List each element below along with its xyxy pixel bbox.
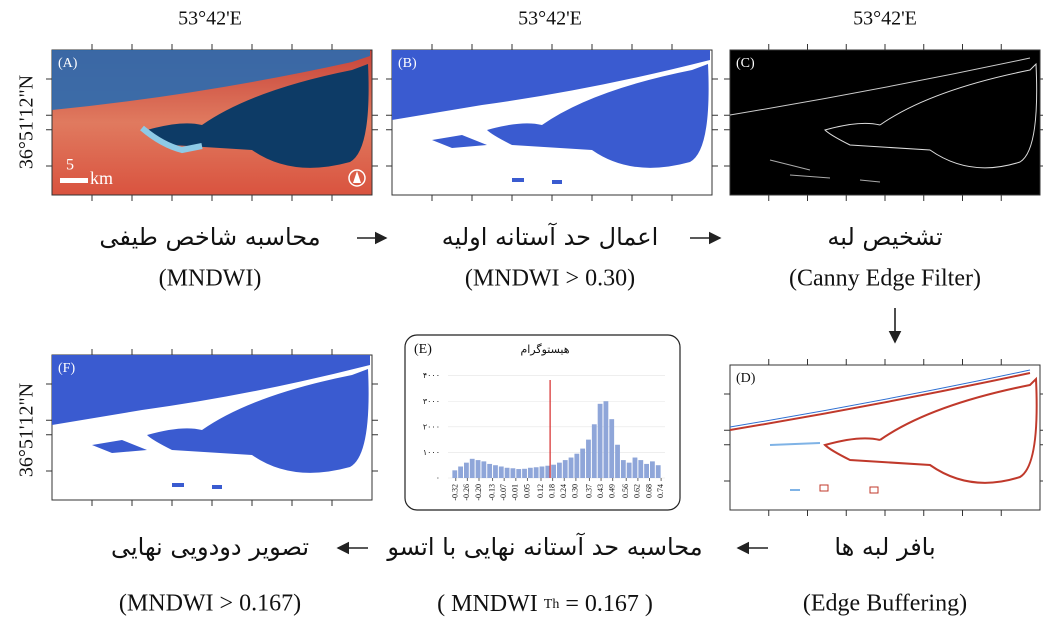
histogram-bar: [539, 466, 545, 478]
lat-label: 36°51'12"N: [16, 75, 38, 169]
histogram-bar: [557, 462, 562, 478]
y-tick-label: ۳۰۰۰: [423, 397, 440, 406]
panel-label: (C): [736, 56, 755, 71]
x-tick-label: -0.01: [511, 484, 520, 501]
x-tick-label: 0.18: [547, 484, 556, 498]
histogram-bar: [609, 419, 615, 478]
histogram-bar: [551, 464, 556, 478]
step-subtitle: (Edge Buffering): [803, 591, 967, 617]
panel-label: (F): [58, 361, 75, 376]
histogram-bar: [533, 467, 539, 478]
y-tick-label: ۰: [436, 474, 440, 483]
histogram-bar: [568, 457, 574, 478]
histogram-bar: [475, 460, 481, 478]
histogram-bar: [545, 465, 551, 478]
histogram-bar: [626, 462, 632, 478]
step-subtitle-part: ( MNDWI: [437, 591, 544, 617]
frame-ticks: [46, 44, 1043, 516]
histogram-bar: [597, 403, 603, 478]
histogram-bar: [516, 469, 522, 478]
x-tick-label: 0.56: [621, 484, 630, 498]
histogram-bar: [591, 424, 597, 478]
panel-b: (B): [391, 49, 713, 196]
histogram-bar: [522, 468, 527, 478]
x-tick-label: 0.43: [596, 484, 605, 498]
panel-a: 5 km (A): [51, 49, 373, 196]
y-tick-label: ۴۰۰۰: [423, 371, 440, 380]
histogram-bar: [586, 439, 591, 478]
step-title: محاسبه شاخص طیفی: [99, 223, 320, 251]
lat-label: 36°51'12"N: [16, 383, 38, 477]
histogram-bar: [464, 462, 469, 478]
histogram-bar: [620, 460, 626, 478]
y-tick-label: ۱۰۰۰: [423, 448, 440, 457]
histogram-bar: [458, 466, 463, 478]
x-tick-label: -0.32: [451, 484, 460, 501]
panel-label: (B): [398, 56, 417, 71]
histogram-bar: [655, 465, 661, 478]
scale-unit: km: [90, 168, 113, 188]
x-tick-label: 0.49: [608, 484, 617, 498]
histogram-bar: [469, 458, 475, 478]
histogram-bar: [481, 461, 487, 478]
histogram-bar: [644, 463, 649, 478]
histogram-bar: [527, 467, 533, 478]
step-title: محاسبه حد آستانه نهایی با اتسو: [386, 532, 702, 561]
x-tick-label: 0.05: [522, 484, 531, 498]
panel-d: (D): [729, 364, 1041, 511]
x-tick-label: 0.12: [536, 484, 545, 498]
histogram-bar: [562, 460, 568, 478]
panel-label: (A): [58, 56, 78, 71]
step-title: تصویر دودویی نهایی: [111, 533, 309, 561]
x-tick-label: -0.20: [474, 484, 483, 501]
histogram-bar: [487, 463, 493, 478]
step-title: اعمال حد آستانه اولیه: [442, 222, 659, 251]
lon-label: 53°42'E: [178, 8, 242, 30]
histogram-bar: [580, 448, 586, 478]
step-title: تشخیص لبه: [827, 223, 942, 251]
histogram-bar: [638, 460, 644, 478]
histogram-bar: [603, 401, 609, 478]
panel-label: (E): [414, 342, 432, 357]
histogram-bar: [510, 468, 516, 478]
x-tick-label: 0.24: [559, 484, 568, 498]
lon-label: 53°42'E: [853, 8, 917, 30]
x-tick-label: 0.62: [633, 484, 642, 498]
x-tick-label: -0.13: [487, 484, 496, 501]
lon-label: 53°42'E: [518, 8, 582, 30]
histogram-bar: [493, 465, 498, 478]
step-title: بافر لبه ها: [834, 533, 935, 561]
x-tick-label: 0.74: [656, 484, 665, 498]
step-subtitle: ( MNDWI Th = 0.167 ): [437, 591, 653, 617]
histogram-bar: [632, 457, 638, 478]
panel-label: (D): [736, 371, 756, 386]
step-subscript: Th: [544, 597, 560, 612]
histogram-bar: [504, 467, 510, 478]
histogram-bar: [650, 461, 655, 478]
y-tick-label: ۲۰۰۰: [423, 422, 440, 431]
x-tick-label: -0.26: [462, 484, 471, 501]
x-tick-label: 0.30: [571, 484, 580, 498]
step-subtitle-part: = 0.167 ): [559, 591, 653, 617]
step-subtitle: (Canny Edge Filter): [789, 266, 981, 292]
panel-c: (C): [729, 49, 1041, 196]
histogram-title: هیستوگرام: [520, 343, 569, 356]
x-tick-label: 0.68: [644, 484, 653, 498]
histogram-bar: [615, 444, 620, 478]
step-subtitle: (MNDWI): [159, 266, 262, 292]
scale-number: 5: [66, 157, 74, 174]
x-tick-label: 0.37: [584, 484, 593, 498]
histogram-bar: [574, 453, 580, 478]
histogram-bar: [498, 466, 504, 478]
panel-f: (F): [51, 354, 373, 501]
step-subtitle: (MNDWI > 0.30): [465, 266, 635, 292]
step-subtitle: (MNDWI > 0.167): [119, 591, 301, 617]
x-tick-label: -0.07: [499, 484, 508, 501]
histogram-bar: [452, 470, 458, 478]
